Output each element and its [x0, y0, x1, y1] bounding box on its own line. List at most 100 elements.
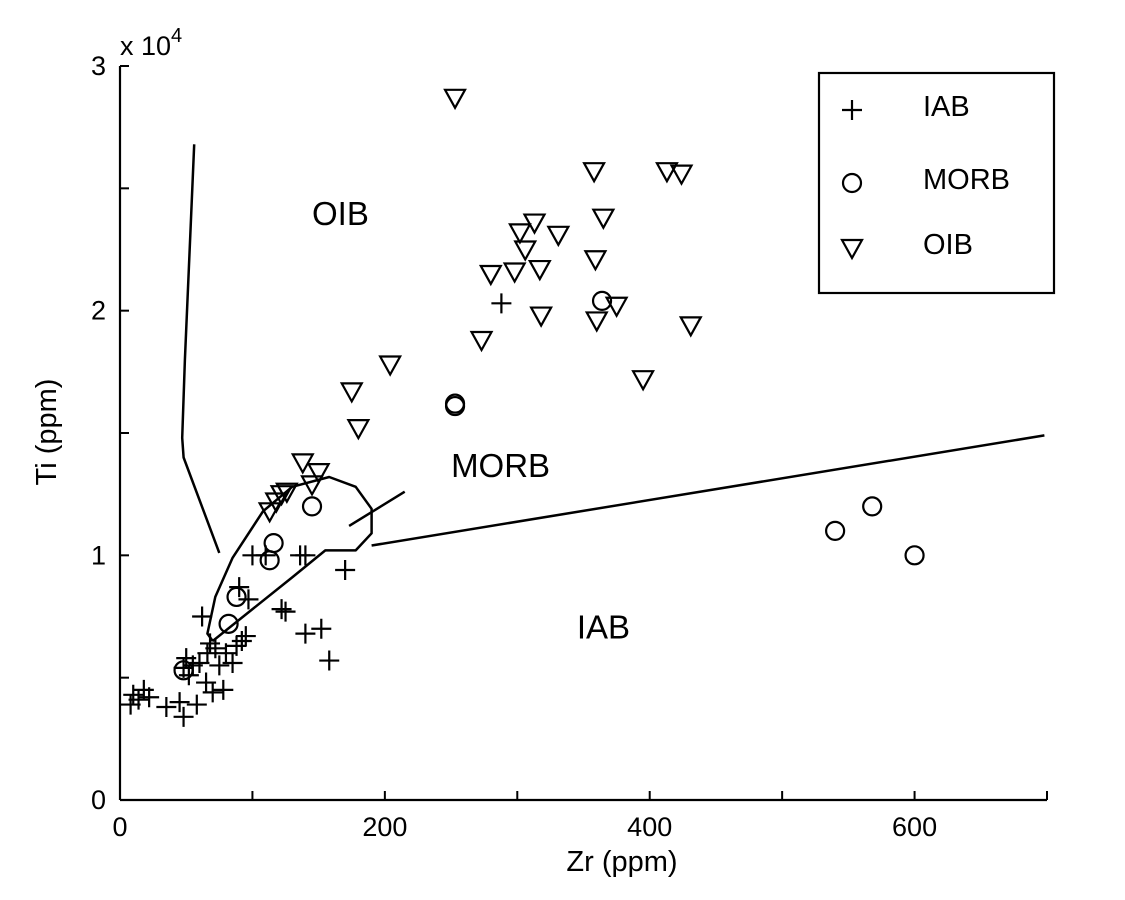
iab-point [178, 665, 199, 686]
oib-point [527, 259, 552, 282]
iab-point [226, 635, 247, 656]
iab-point [123, 684, 144, 705]
oib-point [274, 482, 299, 504]
iab-point [156, 697, 177, 718]
x-axis-title: Zr (ppm) [566, 846, 677, 878]
oib-point [269, 485, 294, 507]
morb-point [226, 586, 247, 608]
y-tick-label: 2 [91, 296, 106, 326]
iab-point [491, 293, 512, 314]
iab-point [319, 650, 340, 671]
oib-point [582, 162, 606, 184]
iab-point [229, 577, 250, 598]
morb-point [301, 496, 323, 517]
iab-point [200, 633, 221, 654]
field-boundaries [180, 144, 1045, 642]
iab-point [271, 599, 292, 620]
x-tick-label: 400 [627, 812, 672, 842]
oib-point [469, 330, 494, 353]
morb-point [263, 532, 284, 554]
legend-morb-marker [841, 172, 863, 194]
iab-point [205, 638, 226, 659]
morb-point [218, 613, 239, 634]
oib-point [306, 463, 331, 485]
axes: 0 200 400 600 0 1 2 3 [91, 51, 1048, 842]
y-multiplier-label: x 104 [120, 25, 182, 61]
x-tick-label: 200 [362, 812, 407, 842]
oib-point [478, 264, 503, 287]
oib-point [522, 213, 547, 235]
iab-point [189, 652, 210, 673]
legend-iab-marker [842, 100, 862, 120]
oib-point [346, 419, 371, 441]
y-axis-title: Ti (ppm) [31, 379, 63, 486]
field-label-iab: IAB [577, 609, 630, 646]
iab-point [202, 682, 223, 703]
iab-point [335, 560, 356, 581]
oib-point [655, 162, 679, 184]
oib-point [631, 370, 655, 392]
legend: IAB MORB OIB [817, 71, 1056, 295]
iab-point [186, 694, 207, 715]
oib-point [513, 240, 538, 262]
legend-oib-label: OIB [923, 229, 973, 261]
morb-point [904, 545, 925, 566]
y-tick-label: 0 [91, 785, 106, 815]
iab-point [120, 694, 141, 715]
oib-point [300, 475, 324, 497]
morb-point [862, 496, 883, 517]
legend-morb-label: MORB [923, 164, 1010, 196]
oib-point [584, 311, 609, 333]
oib-point [583, 250, 608, 272]
x-tick-label: 600 [892, 812, 937, 842]
iab-point [197, 643, 218, 664]
oib-point [508, 223, 532, 245]
field-label-morb: MORB [451, 447, 550, 484]
field-label-oib: OIB [312, 195, 369, 232]
morb-point [173, 660, 194, 681]
field-boundary-iab-morb-divide [371, 434, 1045, 547]
morb-leader-line [348, 490, 406, 528]
iab-point [209, 655, 230, 676]
oib-point [669, 164, 694, 186]
y-tick-label: 3 [91, 51, 106, 81]
field-boundary-oib [180, 144, 221, 554]
iab-point [311, 618, 332, 639]
iab-point [128, 689, 149, 710]
oib-point [339, 382, 364, 404]
oib-point [443, 88, 467, 111]
oib-point [604, 296, 629, 319]
morb-point [591, 290, 613, 311]
oib-point [529, 306, 553, 328]
iab-point [238, 589, 259, 610]
oib-point [502, 262, 527, 284]
legend-oib-marker [840, 238, 864, 261]
iab-point [295, 545, 316, 566]
morb-point [444, 395, 466, 417]
y-multiplier-exponent: 4 [171, 25, 182, 47]
morb-point [825, 520, 846, 541]
field-boundary-morb [206, 475, 373, 642]
iab-point [295, 623, 316, 644]
iab-point [222, 652, 243, 673]
iab-point [173, 706, 194, 727]
data-points [120, 88, 925, 727]
iab-point [169, 692, 190, 713]
y-tick-label: 1 [91, 540, 106, 570]
oib-point [591, 208, 616, 230]
field-labels: OIB MORB IAB [312, 195, 630, 645]
morb-point [259, 550, 280, 571]
iab-point [235, 626, 256, 647]
iab-point [192, 606, 213, 627]
iab-point [275, 601, 296, 622]
oib-point [378, 355, 403, 377]
legend-iab-label: IAB [923, 91, 970, 123]
iab-point [213, 679, 234, 700]
oib-point [678, 316, 703, 338]
oib-point [257, 502, 282, 524]
iab-point [231, 630, 252, 651]
iab-point [139, 687, 160, 708]
x-tick-label: 0 [112, 812, 127, 842]
oib-point [546, 225, 571, 248]
